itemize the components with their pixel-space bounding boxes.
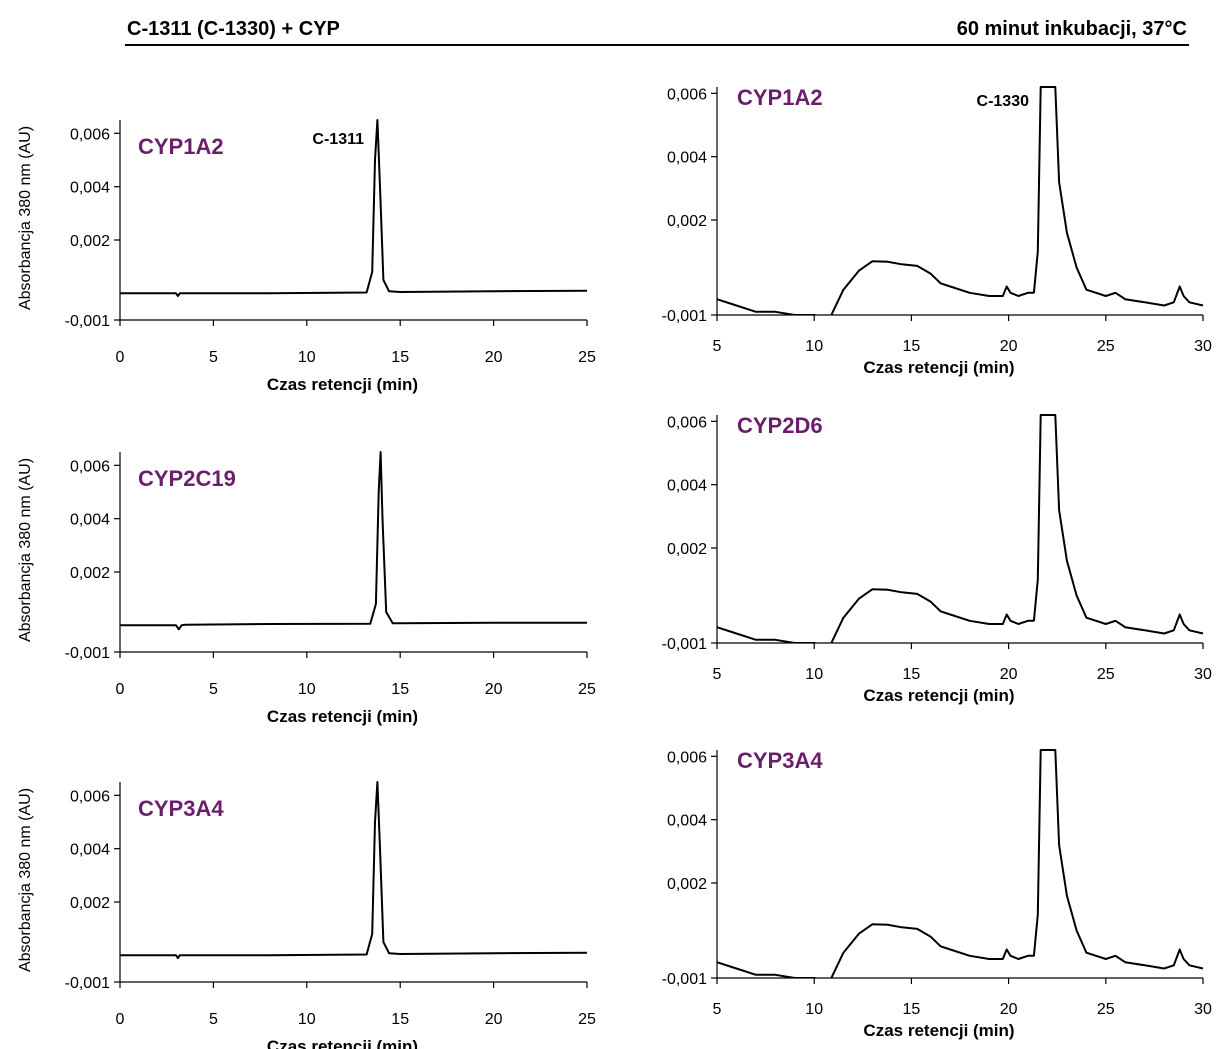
enzyme-label: CYP3A4 [138, 796, 224, 821]
x-tick-label: 20 [1000, 338, 1018, 355]
y-tick-label: -0,001 [662, 636, 707, 653]
y-axis-label: Absorbancja 380 nm (AU) [17, 126, 34, 310]
y-tick-label: 0,004 [70, 512, 110, 529]
y-tick-label: 0,004 [667, 478, 707, 495]
x-tick-label: 5 [209, 349, 218, 366]
y-tick-label: 0,002 [70, 233, 110, 250]
y-tick-label: -0,001 [65, 645, 110, 662]
enzyme-label: CYP2C19 [138, 466, 236, 491]
peak-label: C-1330 [977, 93, 1030, 110]
x-tick-label: 30 [1194, 1001, 1212, 1018]
y-tick-label: -0,001 [65, 313, 110, 330]
x-tick-label: 5 [713, 1001, 722, 1018]
x-axis-label: Czas retencji (min) [863, 358, 1014, 377]
y-tick-label: 0,002 [667, 541, 707, 558]
x-tick-label: 5 [713, 338, 722, 355]
x-tick-label: 10 [298, 681, 316, 698]
x-tick-label: 15 [391, 1011, 409, 1028]
y-tick-label: 0,006 [667, 749, 707, 766]
x-tick-label: 0 [116, 681, 125, 698]
page-header: C-1311 (C-1330) + CYP 60 minut inkubacji… [125, 18, 1189, 46]
peak-label: C-1311 [312, 131, 364, 148]
enzyme-label: CYP1A2 [737, 85, 823, 110]
x-tick-label: 25 [1097, 338, 1115, 355]
x-axis-label: Czas retencji (min) [863, 1021, 1014, 1040]
x-tick-label: 20 [485, 681, 503, 698]
x-axis-label: Czas retencji (min) [267, 707, 418, 726]
x-tick-label: 5 [209, 681, 218, 698]
y-tick-label: 0,004 [70, 842, 110, 859]
x-tick-label: 10 [805, 666, 823, 683]
chromatogram-trace [717, 414, 1204, 643]
x-tick-label: 25 [578, 349, 596, 366]
y-tick-label: 0,002 [70, 565, 110, 582]
x-tick-label: 0 [116, 1011, 125, 1028]
x-tick-label: 25 [1097, 1001, 1115, 1018]
x-tick-label: 20 [485, 1011, 503, 1028]
chart-panel-6: -0,001 0,002 0,004 0,006 5 10 15 20 25 30 Czas ret… [662, 748, 1212, 1040]
y-axis-label: Absorbancja 380 nm (AU) [17, 788, 34, 972]
enzyme-label: CYP1A2 [138, 134, 224, 159]
header-conditions: 60 minut inkubacji, 37°C [956, 18, 1187, 40]
chromatogram-trace [717, 749, 1204, 978]
x-tick-label: 15 [391, 349, 409, 366]
x-tick-label: 0 [116, 349, 125, 366]
y-tick-label: -0,001 [662, 308, 707, 325]
y-tick-label: 0,002 [667, 876, 707, 893]
chart-panel-1: -0,001 0,002 0,004 0,006 0 5 10 15 20 25 Czas rete… [17, 119, 596, 394]
x-tick-label: 25 [578, 1011, 596, 1028]
x-axis-label: Czas retencji (min) [863, 686, 1014, 705]
y-axis-label: Absorbancja 380 nm (AU) [17, 458, 34, 642]
x-tick-label: 15 [903, 1001, 921, 1018]
y-tick-label: -0,001 [662, 971, 707, 988]
y-tick-label: 0,002 [667, 213, 707, 230]
x-tick-label: 10 [298, 1011, 316, 1028]
y-tick-label: 0,006 [667, 86, 707, 103]
y-tick-label: 0,004 [667, 150, 707, 167]
chromatogram-trace [120, 119, 588, 297]
x-tick-label: 15 [391, 681, 409, 698]
y-tick-label: 0,002 [70, 895, 110, 912]
chart-panel-3: -0,001 0,002 0,004 0,006 0 5 10 15 20 25 Czas rete… [17, 451, 596, 726]
x-tick-label: 20 [485, 349, 503, 366]
chromatogram-trace [717, 86, 1204, 315]
chart-panel-4: -0,001 0,002 0,004 0,006 5 10 15 20 25 30 Czas ret… [662, 413, 1212, 705]
chart-panel-2: -0,001 0,002 0,004 0,006 5 10 15 20 25 30 Czas ret… [662, 85, 1212, 377]
x-tick-label: 10 [805, 1001, 823, 1018]
y-tick-label: 0,004 [70, 180, 110, 197]
y-tick-label: 0,006 [667, 414, 707, 431]
x-tick-label: 10 [298, 349, 316, 366]
x-tick-label: 20 [1000, 1001, 1018, 1018]
chart-panel-5: -0,001 0,002 0,004 0,006 0 5 10 15 20 25 Czas rete… [17, 781, 596, 1049]
y-tick-label: -0,001 [65, 975, 110, 992]
y-tick-label: 0,006 [70, 458, 110, 475]
enzyme-label: CYP2D6 [737, 413, 823, 438]
x-tick-label: 20 [1000, 666, 1018, 683]
x-tick-label: 5 [713, 666, 722, 683]
x-tick-label: 30 [1194, 666, 1212, 683]
x-axis-label: Czas retencji (min) [267, 375, 418, 394]
x-axis-label: Czas retencji (min) [267, 1037, 418, 1049]
y-tick-label: 0,006 [70, 126, 110, 143]
chromatogram-trace [120, 781, 588, 959]
y-tick-label: 0,004 [667, 813, 707, 830]
y-tick-label: 0,006 [70, 788, 110, 805]
header-title: C-1311 (C-1330) + CYP [127, 18, 340, 40]
x-tick-label: 15 [903, 338, 921, 355]
x-tick-label: 15 [903, 666, 921, 683]
x-tick-label: 30 [1194, 338, 1212, 355]
x-tick-label: 25 [578, 681, 596, 698]
x-tick-label: 5 [209, 1011, 218, 1028]
enzyme-label: CYP3A4 [737, 748, 823, 773]
chromatogram-trace [120, 451, 587, 631]
x-tick-label: 25 [1097, 666, 1115, 683]
x-tick-label: 10 [805, 338, 823, 355]
